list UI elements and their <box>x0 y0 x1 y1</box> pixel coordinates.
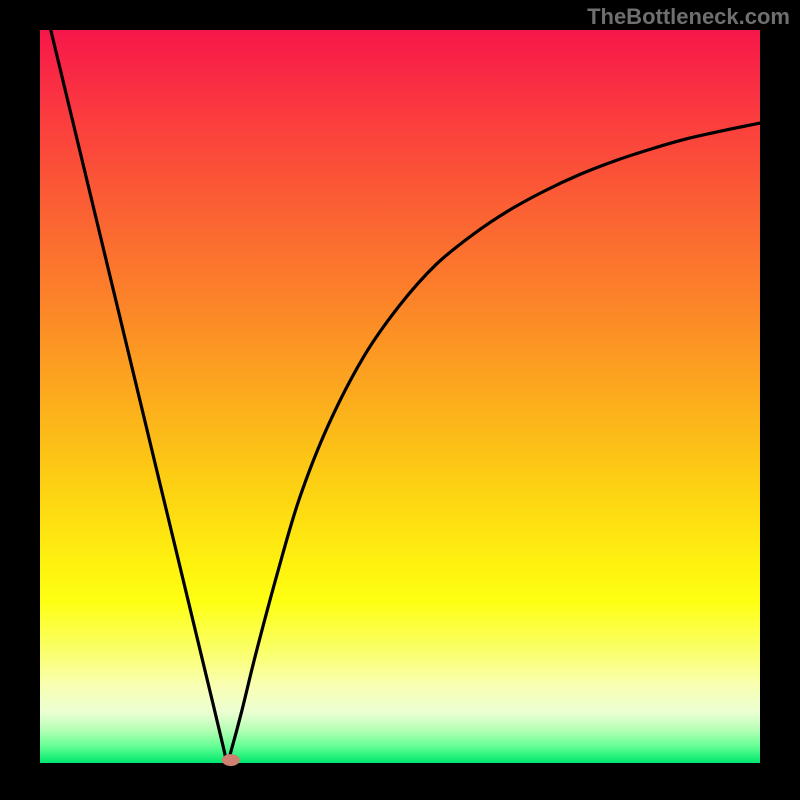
minimum-marker <box>222 754 240 766</box>
watermark-text: TheBottleneck.com <box>587 4 790 30</box>
bottleneck-chart <box>0 0 800 800</box>
chart-frame: TheBottleneck.com <box>0 0 800 800</box>
plot-background <box>40 30 760 763</box>
